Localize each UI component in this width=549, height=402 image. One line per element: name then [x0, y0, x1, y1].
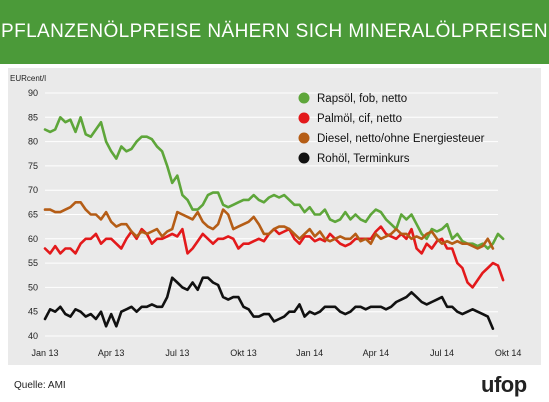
legend-marker [298, 112, 310, 124]
legend: Rapsöl, fob, netto Palmöl, cif, netto Dies… [298, 92, 485, 165]
chart-title: PFLANZENÖLPREISE NÄHERN SICH MINERALÖLPR… [1, 21, 548, 42]
legend-marker [298, 92, 310, 104]
x-tick-label: Apr 14 [363, 348, 390, 358]
legend-marker [298, 152, 310, 164]
series-line-2 [43, 201, 495, 250]
legend-label: Palmöl, cif, netto [317, 113, 402, 125]
ufop-logo[interactable]: ufop [481, 372, 527, 398]
legend-label: Rohöl, Terminkurs [317, 153, 410, 165]
y-tick-label: 55 [28, 258, 38, 268]
legend-marker [298, 132, 310, 144]
x-tick-label: Apr 13 [98, 348, 125, 358]
y-tick-label: 85 [28, 112, 38, 122]
y-tick-label: 65 [28, 210, 38, 220]
y-axis-label: EURcent/l [10, 74, 46, 83]
y-tick-labels: 40 45 50 55 60 65 70 75 80 85 90 [28, 88, 38, 341]
x-tick-label: Okt 13 [230, 348, 257, 358]
y-tick-label: 80 [28, 137, 38, 147]
y-tick-label: 45 [28, 307, 38, 317]
series-line-0 [43, 116, 505, 250]
x-tick-label: Okt 14 [495, 348, 522, 358]
y-tick-label: 50 [28, 282, 38, 292]
legend-label: Rapsöl, fob, netto [317, 93, 407, 105]
y-tick-label: 70 [28, 185, 38, 195]
y-tick-label: 40 [28, 331, 38, 341]
y-tick-label: 90 [28, 88, 38, 98]
source-note: Quelle: AMI [14, 380, 66, 391]
x-tick-label: Jan 13 [31, 348, 58, 358]
legend-label: Diesel, netto/ohne Energiesteuer [317, 133, 485, 145]
x-tick-label: Jul 14 [430, 348, 454, 358]
x-tick-labels: Jan 13 Apr 13 Jul 13 Okt 13 Jan 14 Apr 14 Jul … [31, 348, 521, 358]
series-lines [43, 116, 505, 331]
grid-lines [45, 92, 498, 337]
logo-text: ufop [481, 372, 527, 397]
x-tick-label: Jul 13 [165, 348, 189, 358]
y-tick-label: 60 [28, 234, 38, 244]
series-line-3 [43, 276, 495, 331]
title-banner: PFLANZENÖLPREISE NÄHERN SICH MINERALÖLPR… [0, 0, 549, 64]
x-tick-label: Jan 14 [296, 348, 323, 358]
y-tick-label: 75 [28, 161, 38, 171]
